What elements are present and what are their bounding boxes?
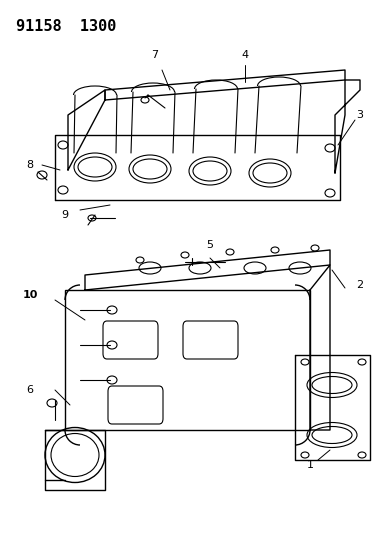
Text: 6: 6	[27, 385, 34, 395]
Text: 9: 9	[61, 210, 68, 220]
Text: 91158  1300: 91158 1300	[16, 19, 116, 34]
Text: 2: 2	[357, 280, 364, 290]
Text: 3: 3	[357, 110, 364, 120]
Text: 7: 7	[151, 50, 159, 60]
Text: 8: 8	[27, 160, 34, 170]
Text: 10: 10	[22, 290, 38, 300]
Text: 1: 1	[307, 460, 314, 470]
Text: 4: 4	[241, 50, 249, 60]
Polygon shape	[65, 290, 310, 430]
Text: 5: 5	[206, 240, 213, 250]
